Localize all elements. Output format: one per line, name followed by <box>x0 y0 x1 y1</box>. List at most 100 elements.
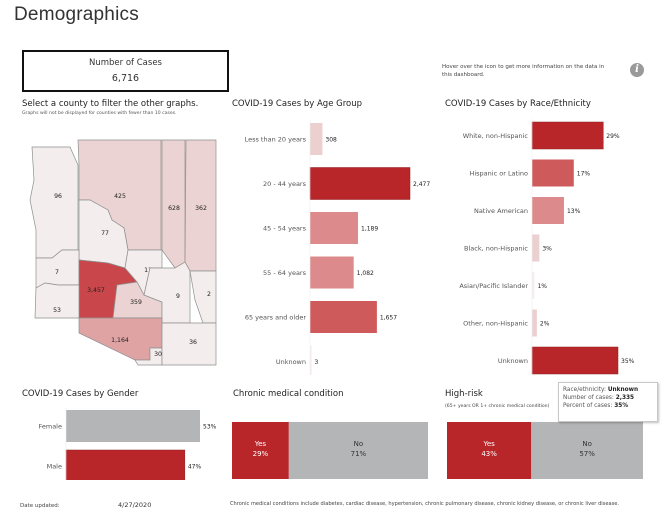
bar[interactable] <box>532 197 564 224</box>
date-updated-label: Date updated: <box>20 503 60 509</box>
segment-value: 43% <box>481 450 497 458</box>
value-label: 2% <box>540 320 550 327</box>
value-label: 308 <box>325 136 337 143</box>
segment-category: No <box>354 440 364 448</box>
info-icon[interactable]: i <box>630 63 644 77</box>
value-label: 1% <box>537 283 547 290</box>
kpi-value: 6,716 <box>111 73 140 84</box>
county-label: 425 <box>114 193 126 200</box>
county-label: 2 <box>207 291 211 298</box>
chronic-footnote: Chronic medical conditions include diabe… <box>230 501 619 507</box>
bar[interactable] <box>309 167 411 200</box>
bar[interactable] <box>310 345 312 376</box>
age-chart: Less than 20 years 308 20 - 44 years 2,477 4… <box>245 120 430 376</box>
county-navajo[interactable] <box>161 139 186 269</box>
value-label: 3 <box>315 359 319 366</box>
bar[interactable] <box>532 309 537 337</box>
county-yuma[interactable] <box>34 282 80 319</box>
county-label: 77 <box>101 230 109 237</box>
county-label: 96 <box>54 193 62 200</box>
hover-note: Hover over the icon to get more informat… <box>442 64 605 78</box>
county-label: 3,457 <box>87 287 105 294</box>
category-label: Asian/Pacific Islander <box>459 282 528 290</box>
gender-chart-title: COVID-19 Cases by Gender <box>22 389 139 399</box>
bar[interactable] <box>531 346 619 375</box>
bar[interactable] <box>310 123 323 155</box>
category-label: 20 - 44 years <box>263 180 307 188</box>
tooltip-value-race: Unknown <box>607 387 639 393</box>
segment-value: 57% <box>579 450 595 458</box>
map-title: Select a county to filter the other grap… <box>22 99 199 109</box>
tooltip-value-cases: 2,335 <box>615 395 635 402</box>
county-cochise[interactable] <box>161 322 217 366</box>
county-mohave[interactable] <box>29 146 79 259</box>
category-label: Native American <box>474 207 528 215</box>
highrisk-chart-subtitle: (65+ years OR 1+ chronic medical conditi… <box>445 404 550 409</box>
value-label: 1,189 <box>361 225 378 232</box>
chronic-chart: Yes 29% No 71% <box>232 422 428 479</box>
race-chart: White, non-Hispanic 29% Hispanic or Latino… <box>459 119 635 375</box>
bar[interactable] <box>65 449 186 480</box>
stack-segment-no[interactable] <box>531 422 643 479</box>
value-label: 17% <box>577 170 591 177</box>
category-label: Unknown <box>276 358 306 366</box>
segment-category: Yes <box>254 440 267 448</box>
bar[interactable] <box>532 234 540 262</box>
county-label: 7 <box>55 269 59 276</box>
segment-value: 71% <box>351 450 367 458</box>
value-label: 29% <box>606 133 620 140</box>
tooltip-label-percent: Percent of cases: <box>563 403 613 410</box>
county-greenlee[interactable] <box>189 270 217 324</box>
category-label: Other, non-Hispanic <box>463 320 528 328</box>
county-label: 362 <box>195 205 207 212</box>
tooltip-value-percent: 35% <box>614 403 629 410</box>
value-label: 2,477 <box>413 181 430 188</box>
stack-segment-no[interactable] <box>288 422 428 479</box>
value-label: 13% <box>567 208 581 215</box>
category-label: 45 - 54 years <box>263 225 307 233</box>
category-label: Male <box>47 463 62 471</box>
county-label: 1,164 <box>111 337 129 344</box>
tooltip-label-cases: Number of cases: <box>563 395 614 402</box>
chronic-chart-title: Chronic medical condition <box>233 389 344 399</box>
page-title: Demographics <box>14 4 139 25</box>
county-label: 36 <box>189 339 197 346</box>
category-label: Hispanic or Latino <box>469 170 528 178</box>
stack-segment-yes[interactable] <box>447 422 532 479</box>
bar[interactable] <box>66 410 200 442</box>
segment-category: Yes <box>482 440 495 448</box>
number-of-cases-card: Number of Cases 6,716 <box>22 50 229 92</box>
tooltip-label-race: Race/ethnicity: <box>563 387 606 393</box>
bar[interactable] <box>532 159 574 187</box>
map-subtitle: Graphs will not be displayed for countie… <box>22 111 177 116</box>
highrisk-chart: Yes 43% No 57% <box>447 422 643 479</box>
county-label: 9 <box>176 293 180 300</box>
value-label: 3% <box>542 245 552 252</box>
tooltip: Race/ethnicity: Unknown Number of cases:… <box>558 382 658 422</box>
value-label: 35% <box>621 358 635 365</box>
value-label: 1,082 <box>357 270 374 277</box>
highrisk-chart-title: High-risk <box>445 389 483 399</box>
bar[interactable] <box>310 212 359 244</box>
bar[interactable] <box>310 301 377 333</box>
county-graham[interactable] <box>143 261 191 324</box>
category-label: Female <box>38 423 62 431</box>
bar[interactable] <box>310 256 354 289</box>
segment-category: No <box>582 440 592 448</box>
county-label: 11 <box>144 267 152 274</box>
value-label: 1,657 <box>380 314 397 321</box>
bar[interactable] <box>531 121 604 150</box>
value-label: 47% <box>188 463 202 470</box>
category-label: White, non-Hispanic <box>463 132 529 140</box>
kpi-label: Number of Cases <box>89 58 162 68</box>
county-label: 359 <box>130 299 142 306</box>
stack-segment-yes[interactable] <box>232 422 289 479</box>
category-label: Less than 20 years <box>245 136 307 144</box>
bar[interactable] <box>532 272 535 299</box>
age-chart-title: COVID-19 Cases by Age Group <box>232 99 363 109</box>
category-label: Black, non-Hispanic <box>464 245 528 253</box>
date-updated-value: 4/27/2020 <box>118 501 152 509</box>
county-label: 628 <box>168 205 180 212</box>
segment-value: 29% <box>253 450 269 458</box>
